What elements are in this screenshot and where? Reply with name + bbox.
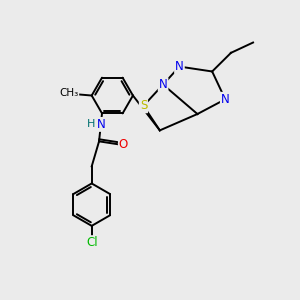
Text: N: N bbox=[221, 93, 230, 106]
Text: H: H bbox=[87, 119, 95, 129]
Text: S: S bbox=[140, 99, 147, 112]
Text: N: N bbox=[159, 78, 167, 91]
Text: N: N bbox=[97, 118, 106, 131]
Text: Cl: Cl bbox=[86, 236, 98, 249]
Text: O: O bbox=[119, 138, 128, 151]
Text: CH₃: CH₃ bbox=[59, 88, 78, 98]
Text: N: N bbox=[175, 60, 184, 73]
